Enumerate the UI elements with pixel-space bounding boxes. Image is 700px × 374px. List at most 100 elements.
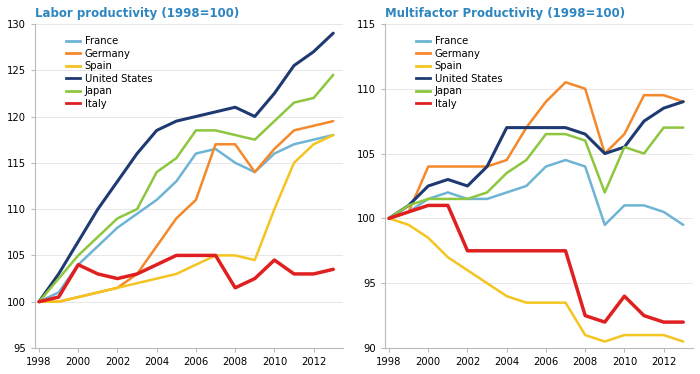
Italy: [309, 272, 318, 276]
United States: [503, 125, 511, 130]
Germany: [640, 93, 648, 98]
Line: Germany: Germany: [39, 121, 333, 302]
France: [503, 190, 511, 195]
France: [679, 223, 687, 227]
France: [640, 203, 648, 208]
Germany: [385, 216, 393, 221]
Japan: [74, 253, 83, 258]
United States: [153, 128, 161, 133]
Line: France: France: [389, 160, 683, 225]
Germany: [192, 197, 200, 202]
France: [522, 184, 531, 188]
United States: [483, 164, 491, 169]
France: [561, 158, 570, 162]
Spain: [620, 333, 629, 337]
Germany: [659, 93, 668, 98]
Line: United States: United States: [389, 102, 683, 218]
Germany: [463, 164, 472, 169]
Japan: [659, 125, 668, 130]
Italy: [463, 249, 472, 253]
United States: [270, 91, 279, 96]
France: [329, 133, 337, 137]
France: [74, 263, 83, 267]
France: [483, 197, 491, 201]
Germany: [620, 132, 629, 137]
Spain: [483, 281, 491, 285]
Spain: [251, 258, 259, 262]
Italy: [231, 286, 239, 290]
United States: [581, 132, 589, 137]
United States: [640, 119, 648, 123]
France: [270, 151, 279, 156]
Spain: [659, 333, 668, 337]
Japan: [640, 151, 648, 156]
Italy: [424, 203, 433, 208]
France: [94, 244, 102, 248]
United States: [405, 203, 413, 208]
Japan: [133, 207, 141, 211]
Text: Labor productivity (1998=100): Labor productivity (1998=100): [35, 7, 239, 20]
Japan: [290, 100, 298, 105]
France: [542, 164, 550, 169]
Italy: [385, 216, 393, 221]
United States: [522, 125, 531, 130]
Spain: [211, 253, 220, 258]
Italy: [659, 320, 668, 324]
Germany: [290, 128, 298, 133]
Line: Italy: Italy: [39, 255, 333, 302]
Italy: [290, 272, 298, 276]
Germany: [270, 147, 279, 151]
Line: Spain: Spain: [389, 218, 683, 341]
Italy: [94, 272, 102, 276]
United States: [444, 177, 452, 182]
France: [444, 190, 452, 195]
Japan: [483, 190, 491, 195]
Spain: [74, 295, 83, 299]
Germany: [424, 164, 433, 169]
France: [405, 210, 413, 214]
Japan: [424, 197, 433, 201]
United States: [463, 184, 472, 188]
Japan: [503, 171, 511, 175]
Line: Italy: Italy: [389, 205, 683, 322]
France: [251, 170, 259, 174]
Japan: [55, 276, 63, 281]
Italy: [542, 249, 550, 253]
Italy: [581, 313, 589, 318]
Spain: [444, 255, 452, 260]
Japan: [192, 128, 200, 133]
France: [133, 212, 141, 216]
Line: Japan: Japan: [39, 75, 333, 302]
Germany: [74, 295, 83, 299]
Italy: [192, 253, 200, 258]
Line: United States: United States: [39, 33, 333, 302]
France: [659, 210, 668, 214]
United States: [424, 184, 433, 188]
Japan: [113, 216, 122, 221]
Spain: [231, 253, 239, 258]
United States: [561, 125, 570, 130]
Spain: [55, 300, 63, 304]
Japan: [601, 190, 609, 195]
Germany: [329, 119, 337, 123]
Spain: [601, 339, 609, 344]
Line: Spain: Spain: [39, 135, 333, 302]
Japan: [172, 156, 181, 160]
Germany: [542, 99, 550, 104]
Spain: [640, 333, 648, 337]
Germany: [679, 99, 687, 104]
Germany: [309, 123, 318, 128]
Japan: [231, 133, 239, 137]
Italy: [640, 313, 648, 318]
Japan: [94, 234, 102, 239]
United States: [620, 145, 629, 149]
France: [35, 300, 43, 304]
France: [601, 223, 609, 227]
Spain: [153, 276, 161, 281]
United States: [309, 49, 318, 54]
Italy: [35, 300, 43, 304]
France: [290, 142, 298, 147]
United States: [172, 119, 181, 123]
Japan: [542, 132, 550, 137]
United States: [35, 300, 43, 304]
